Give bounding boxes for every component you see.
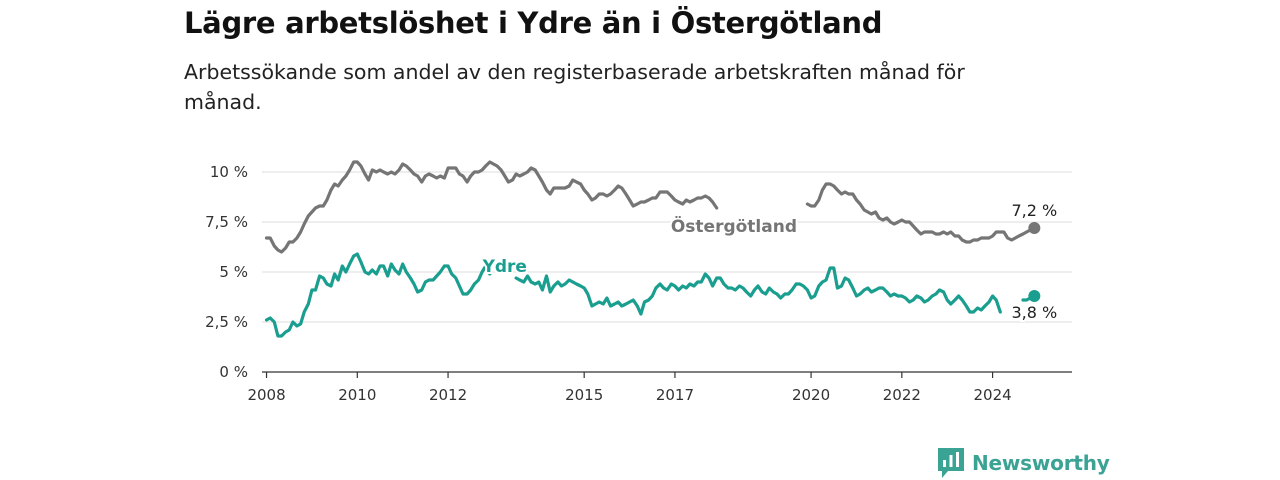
end-label-ydre: 3,8 %	[1011, 303, 1057, 322]
series-line-0	[264, 160, 719, 254]
chart-subtitle: Arbetssökande som andel av den registerb…	[184, 60, 965, 114]
series-layer	[264, 160, 1041, 338]
x-tick-label: 2024	[973, 386, 1011, 404]
series-label-ostergotland: Östergötland	[671, 215, 797, 237]
series-line-1	[514, 266, 1002, 316]
series-end-point-0	[1028, 222, 1041, 234]
x-tick-label: 2022	[883, 386, 921, 404]
series-line-1	[264, 252, 492, 338]
axes: 0 % 2,5 % 5 % 7,5 % 10 % 2008 2010 2012 2015 2017…	[205, 163, 1072, 404]
bar-chart-bubble-icon	[938, 448, 964, 478]
brand-name: Newsworthy	[972, 451, 1110, 475]
y-tick-label: 7,5 %	[205, 213, 248, 231]
y-tick-label: 5 %	[219, 263, 248, 281]
chart-title: Lägre arbetslöshet i Ydre än i Östergötl…	[184, 6, 883, 40]
x-tick-label: 2012	[429, 386, 467, 404]
x-tick-label: 2010	[338, 386, 376, 404]
y-tick-label: 0 %	[219, 363, 248, 381]
grid-lines	[262, 171, 1072, 323]
x-tick-label: 2020	[792, 386, 830, 404]
labels-layer: Östergötland Ydre 7,2 % 3,8 %	[480, 199, 1060, 324]
y-tick-label: 10 %	[210, 163, 248, 181]
series-line-0	[805, 182, 1036, 244]
series-label-ydre: Ydre	[482, 257, 527, 277]
newsworthy-brand[interactable]: Newsworthy	[938, 448, 1110, 478]
end-label-ostergotland: 7,2 %	[1011, 201, 1057, 220]
x-tick-label: 2015	[565, 386, 603, 404]
series-end-point-1	[1028, 290, 1041, 302]
x-tick-label: 2008	[247, 386, 285, 404]
y-tick-label: 2,5 %	[205, 313, 248, 331]
x-tick-label: 2017	[656, 386, 694, 404]
